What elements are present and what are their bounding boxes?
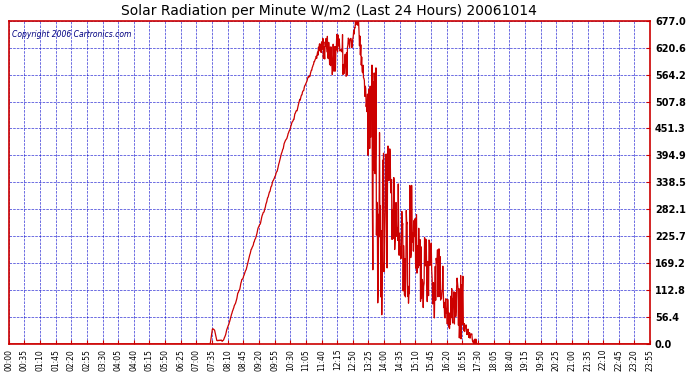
Title: Solar Radiation per Minute W/m2 (Last 24 Hours) 20061014: Solar Radiation per Minute W/m2 (Last 24… (121, 4, 538, 18)
Text: Copyright 2006 Cartronics.com: Copyright 2006 Cartronics.com (12, 30, 131, 39)
